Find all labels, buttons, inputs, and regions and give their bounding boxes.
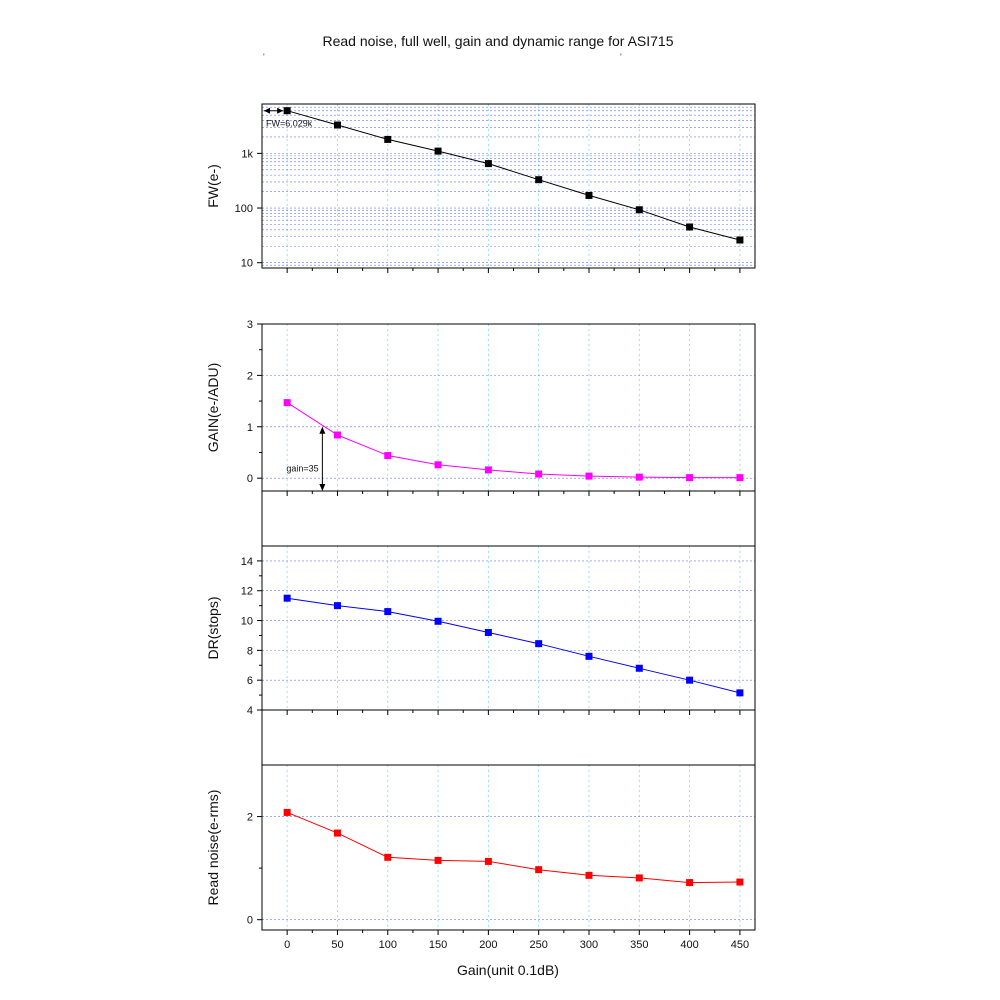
gain-frame (261, 323, 756, 492)
dr-data-point (535, 640, 543, 648)
fw-arrow-right-head (277, 107, 284, 114)
gain-data-point (736, 474, 744, 482)
fw-data-point (736, 236, 744, 244)
gain-data-point (333, 431, 341, 439)
y-tick-label: 1k (241, 148, 253, 160)
x-tick-label: 400 (680, 939, 698, 951)
gain-annotation: gain=35 (286, 463, 318, 473)
rn-data-point (686, 879, 694, 887)
fw-data-point (384, 135, 392, 143)
fw-data-point (686, 223, 694, 231)
y-tick-label: 6 (247, 675, 253, 687)
rn-y-axis-label: Read noise(e-rms) (205, 790, 221, 906)
fw-data-point (333, 121, 341, 129)
dr-data-point (686, 676, 694, 684)
fw-data-point (585, 191, 593, 199)
rn-data-point (384, 853, 392, 861)
dr-data-point (736, 689, 744, 697)
fw-frame (261, 103, 756, 269)
dr-data-point (283, 594, 291, 602)
dr-data-point (484, 628, 492, 636)
x-tick-label: 50 (331, 939, 343, 951)
y-tick-label: 3 (247, 319, 253, 331)
x-tick-label: 450 (731, 939, 749, 951)
dr-frame (261, 545, 756, 711)
x-tick-label: 200 (479, 939, 497, 951)
dr-data-point (333, 602, 341, 610)
rn-frame (261, 764, 756, 931)
y-tick-label: 2 (247, 370, 253, 382)
chart-title: Read noise, full well, gain and dynamic … (323, 33, 674, 49)
y-tick-label: 0 (247, 473, 253, 485)
dr-data-point (585, 652, 593, 660)
y-tick-label: 0 (247, 915, 253, 927)
dr-panel: 4 6 8 10 12 14 DR(stops) (205, 545, 756, 717)
rn-data-point (585, 871, 593, 879)
gain-data-point (434, 461, 442, 469)
gain-data-point (585, 472, 593, 480)
gain-series-line (286, 402, 740, 479)
fw-arrow-left-head (264, 107, 270, 114)
plot-layer: 101001kFW(e-)FW=6.029k0123GAIN(e-/ADU)ga… (205, 103, 756, 951)
rn-data-point (434, 856, 442, 864)
rn-data-point (736, 878, 744, 886)
gain-y-axis-label: GAIN(e-/ADU) (205, 363, 221, 452)
y-tick-label: 1 (247, 422, 253, 434)
gain-data-point (384, 452, 392, 460)
gain-arrow-top-head (319, 426, 326, 434)
gain-arrow-bottom-head (319, 484, 326, 491)
y-tick-label: 8 (247, 645, 253, 657)
y-tick-label: 100 (235, 203, 253, 215)
y-tick-label: 14 (241, 556, 253, 568)
rn-data-point (635, 874, 643, 882)
gain-data-point (535, 470, 543, 478)
dr-data-point (434, 617, 442, 625)
gain-data-point (686, 474, 694, 482)
gain-panel: 0 1 2 3 GAIN(e-/ADU) gain=35 (205, 319, 756, 496)
x-tick-label: 150 (429, 939, 447, 951)
fw-data-point (535, 176, 543, 184)
fw-data-point (635, 206, 643, 214)
fw-y-axis-label: FW(e-) (205, 164, 221, 208)
title-mark-right: ' (620, 52, 622, 62)
rn-panel: 0 2 Read noise(e-rms) (205, 764, 756, 935)
fw-annotation: FW=6.029k (266, 119, 313, 129)
x-tick-label: 250 (530, 939, 548, 951)
rn-data-point (484, 857, 492, 865)
title-mark-left: ' (263, 52, 265, 62)
dr-series-line (287, 597, 741, 694)
x-axis-label: Gain(unit 0.1dB) (457, 962, 559, 978)
rn-series-line (287, 811, 740, 884)
dr-data-point (635, 664, 643, 672)
y-tick-label: 4 (247, 705, 253, 717)
gain-data-point (283, 399, 291, 407)
gain-data-point (635, 473, 643, 481)
rn-data-point (535, 866, 543, 874)
fw-panel: 10 100 1k FW(e-) FW=6.029k (205, 103, 756, 273)
dr-data-point (384, 608, 392, 616)
fw-data-point (484, 160, 492, 168)
y-tick-label: 10 (241, 258, 253, 270)
rn-data-point (333, 829, 341, 837)
fw-data-point (283, 107, 291, 115)
x-tick-label: 100 (379, 939, 397, 951)
y-tick-label: 2 (247, 812, 253, 824)
fw-data-point (434, 147, 442, 155)
x-tick-label: 0 (284, 939, 290, 951)
y-tick-label: 12 (241, 586, 253, 598)
gain-data-point (484, 466, 492, 474)
x-tick-label: 300 (580, 939, 598, 951)
x-tick-label: 350 (630, 939, 648, 951)
dr-y-axis-label: DR(stops) (205, 596, 221, 659)
y-tick-label: 10 (241, 616, 253, 628)
fw-series-line (287, 110, 741, 241)
rn-data-point (283, 808, 291, 816)
